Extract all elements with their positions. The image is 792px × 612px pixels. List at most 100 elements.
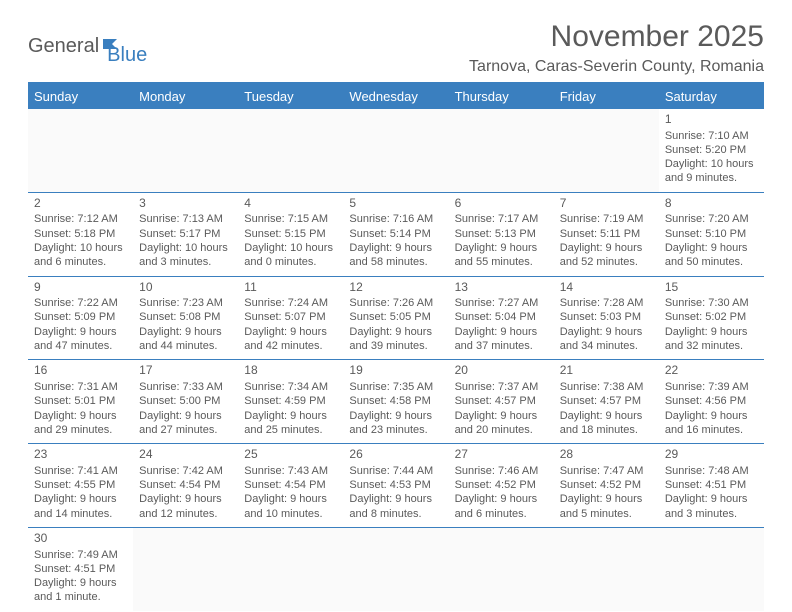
location-text: Tarnova, Caras-Severin County, Romania: [469, 58, 764, 76]
day-number: 1: [665, 112, 758, 128]
sunrise-text: Sunrise: 7:35 AM: [349, 380, 442, 394]
sunset-text: Sunset: 4:52 PM: [455, 478, 548, 492]
day-cell: [659, 528, 764, 611]
daylight-text: Daylight: 9 hours and 42 minutes.: [244, 325, 337, 354]
day-header: Thursday: [449, 84, 554, 109]
day-cell: 28Sunrise: 7:47 AMSunset: 4:52 PMDayligh…: [554, 444, 659, 527]
weeks-container: 1Sunrise: 7:10 AMSunset: 5:20 PMDaylight…: [28, 109, 764, 611]
day-cell: 24Sunrise: 7:42 AMSunset: 4:54 PMDayligh…: [133, 444, 238, 527]
sunset-text: Sunset: 5:20 PM: [665, 143, 758, 157]
day-cell: 9Sunrise: 7:22 AMSunset: 5:09 PMDaylight…: [28, 277, 133, 360]
day-header: Tuesday: [238, 84, 343, 109]
day-cell: 22Sunrise: 7:39 AMSunset: 4:56 PMDayligh…: [659, 360, 764, 443]
day-number: 22: [665, 363, 758, 379]
day-number: 8: [665, 196, 758, 212]
day-number: 4: [244, 196, 337, 212]
day-header-row: SundayMondayTuesdayWednesdayThursdayFrid…: [28, 84, 764, 109]
day-cell: [238, 109, 343, 192]
day-number: 26: [349, 447, 442, 463]
logo: General Blue: [28, 26, 147, 67]
day-cell: 29Sunrise: 7:48 AMSunset: 4:51 PMDayligh…: [659, 444, 764, 527]
sunset-text: Sunset: 5:11 PM: [560, 227, 653, 241]
day-number: 3: [139, 196, 232, 212]
day-number: 5: [349, 196, 442, 212]
week-row: 2Sunrise: 7:12 AMSunset: 5:18 PMDaylight…: [28, 193, 764, 277]
day-number: 25: [244, 447, 337, 463]
sunset-text: Sunset: 5:05 PM: [349, 310, 442, 324]
daylight-text: Daylight: 9 hours and 14 minutes.: [34, 492, 127, 521]
sunrise-text: Sunrise: 7:43 AM: [244, 464, 337, 478]
sunrise-text: Sunrise: 7:49 AM: [34, 548, 127, 562]
day-cell: 20Sunrise: 7:37 AMSunset: 4:57 PMDayligh…: [449, 360, 554, 443]
sunrise-text: Sunrise: 7:17 AM: [455, 212, 548, 226]
day-cell: [449, 528, 554, 611]
sunrise-text: Sunrise: 7:26 AM: [349, 296, 442, 310]
day-number: 12: [349, 280, 442, 296]
daylight-text: Daylight: 10 hours and 9 minutes.: [665, 157, 758, 186]
sunset-text: Sunset: 4:54 PM: [139, 478, 232, 492]
sunrise-text: Sunrise: 7:28 AM: [560, 296, 653, 310]
sunrise-text: Sunrise: 7:44 AM: [349, 464, 442, 478]
day-number: 2: [34, 196, 127, 212]
day-cell: 27Sunrise: 7:46 AMSunset: 4:52 PMDayligh…: [449, 444, 554, 527]
daylight-text: Daylight: 9 hours and 44 minutes.: [139, 325, 232, 354]
day-cell: 25Sunrise: 7:43 AMSunset: 4:54 PMDayligh…: [238, 444, 343, 527]
week-row: 30Sunrise: 7:49 AMSunset: 4:51 PMDayligh…: [28, 528, 764, 611]
daylight-text: Daylight: 10 hours and 6 minutes.: [34, 241, 127, 270]
day-number: 21: [560, 363, 653, 379]
day-cell: 1Sunrise: 7:10 AMSunset: 5:20 PMDaylight…: [659, 109, 764, 192]
sunset-text: Sunset: 5:09 PM: [34, 310, 127, 324]
day-number: 15: [665, 280, 758, 296]
sunrise-text: Sunrise: 7:31 AM: [34, 380, 127, 394]
day-cell: 30Sunrise: 7:49 AMSunset: 4:51 PMDayligh…: [28, 528, 133, 611]
sunset-text: Sunset: 5:08 PM: [139, 310, 232, 324]
title-block: November 2025 Tarnova, Caras-Severin Cou…: [469, 20, 764, 76]
day-cell: 7Sunrise: 7:19 AMSunset: 5:11 PMDaylight…: [554, 193, 659, 276]
daylight-text: Daylight: 9 hours and 32 minutes.: [665, 325, 758, 354]
header: General Blue November 2025 Tarnova, Cara…: [28, 20, 764, 76]
day-cell: 17Sunrise: 7:33 AMSunset: 5:00 PMDayligh…: [133, 360, 238, 443]
sunrise-text: Sunrise: 7:13 AM: [139, 212, 232, 226]
sunrise-text: Sunrise: 7:39 AM: [665, 380, 758, 394]
logo-text-blue: Blue: [107, 44, 147, 67]
daylight-text: Daylight: 9 hours and 34 minutes.: [560, 325, 653, 354]
week-row: 1Sunrise: 7:10 AMSunset: 5:20 PMDaylight…: [28, 109, 764, 193]
sunrise-text: Sunrise: 7:38 AM: [560, 380, 653, 394]
day-number: 13: [455, 280, 548, 296]
sunset-text: Sunset: 4:51 PM: [34, 562, 127, 576]
day-cell: [28, 109, 133, 192]
day-cell: [554, 528, 659, 611]
sunset-text: Sunset: 5:17 PM: [139, 227, 232, 241]
sunset-text: Sunset: 4:55 PM: [34, 478, 127, 492]
day-cell: 21Sunrise: 7:38 AMSunset: 4:57 PMDayligh…: [554, 360, 659, 443]
day-cell: 10Sunrise: 7:23 AMSunset: 5:08 PMDayligh…: [133, 277, 238, 360]
day-header: Sunday: [28, 84, 133, 109]
daylight-text: Daylight: 9 hours and 37 minutes.: [455, 325, 548, 354]
day-cell: 15Sunrise: 7:30 AMSunset: 5:02 PMDayligh…: [659, 277, 764, 360]
day-number: 16: [34, 363, 127, 379]
daylight-text: Daylight: 9 hours and 52 minutes.: [560, 241, 653, 270]
day-cell: 6Sunrise: 7:17 AMSunset: 5:13 PMDaylight…: [449, 193, 554, 276]
day-header: Friday: [554, 84, 659, 109]
day-cell: [449, 109, 554, 192]
daylight-text: Daylight: 9 hours and 58 minutes.: [349, 241, 442, 270]
sunset-text: Sunset: 4:53 PM: [349, 478, 442, 492]
daylight-text: Daylight: 9 hours and 23 minutes.: [349, 409, 442, 438]
sunset-text: Sunset: 4:51 PM: [665, 478, 758, 492]
day-cell: 16Sunrise: 7:31 AMSunset: 5:01 PMDayligh…: [28, 360, 133, 443]
sunrise-text: Sunrise: 7:27 AM: [455, 296, 548, 310]
sunrise-text: Sunrise: 7:15 AM: [244, 212, 337, 226]
daylight-text: Daylight: 9 hours and 39 minutes.: [349, 325, 442, 354]
sunrise-text: Sunrise: 7:42 AM: [139, 464, 232, 478]
daylight-text: Daylight: 9 hours and 8 minutes.: [349, 492, 442, 521]
daylight-text: Daylight: 9 hours and 29 minutes.: [34, 409, 127, 438]
sunset-text: Sunset: 5:07 PM: [244, 310, 337, 324]
daylight-text: Daylight: 9 hours and 1 minute.: [34, 576, 127, 605]
day-number: 29: [665, 447, 758, 463]
daylight-text: Daylight: 10 hours and 0 minutes.: [244, 241, 337, 270]
day-cell: [343, 528, 448, 611]
sunrise-text: Sunrise: 7:12 AM: [34, 212, 127, 226]
daylight-text: Daylight: 9 hours and 47 minutes.: [34, 325, 127, 354]
sunrise-text: Sunrise: 7:20 AM: [665, 212, 758, 226]
day-cell: 3Sunrise: 7:13 AMSunset: 5:17 PMDaylight…: [133, 193, 238, 276]
